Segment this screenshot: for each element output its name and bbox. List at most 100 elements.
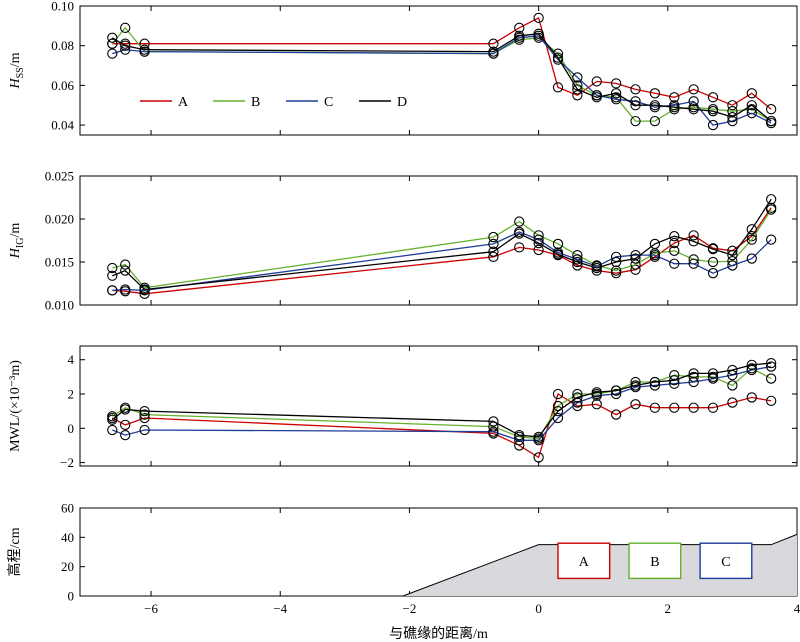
data-point-A — [707, 402, 719, 413]
legend-label-B: B — [251, 95, 260, 110]
data-point-B — [120, 259, 131, 270]
y-axis-label: 高程/cm — [6, 527, 23, 576]
x-tick-label: −4 — [273, 601, 287, 616]
data-point-B — [488, 231, 499, 243]
data-point-A — [669, 92, 680, 103]
y-tick-label: 0 — [68, 589, 75, 604]
y-tick-label: 0.06 — [51, 78, 74, 93]
data-point-D — [630, 253, 641, 264]
data-point-A — [514, 242, 525, 253]
plot-frame — [79, 345, 798, 467]
gauge-box-B — [628, 542, 682, 580]
data-point-A — [688, 402, 699, 413]
data-point-C — [766, 234, 777, 245]
data-point-C — [766, 361, 777, 372]
data-point-A — [630, 84, 641, 95]
series-line-D — [111, 362, 772, 438]
data-point-C — [591, 390, 602, 401]
data-point-C — [488, 426, 499, 437]
data-point-A — [139, 412, 150, 424]
data-point-D — [120, 265, 131, 276]
panel-hig: 0.010 0.015 0.020 0.025 HIG/m — [8, 169, 798, 313]
data-point-B — [669, 245, 680, 256]
data-point-C — [707, 268, 719, 279]
series-line-C — [112, 365, 772, 441]
data-point-D — [707, 368, 719, 379]
data-point-D — [649, 238, 661, 250]
x-axis-label: 与礁缘的距离/m — [389, 625, 488, 642]
data-point-B — [766, 373, 777, 384]
data-point-D — [669, 231, 680, 242]
y-tick-label: 0.08 — [51, 38, 74, 53]
data-point-A — [572, 260, 583, 271]
data-point-B — [727, 106, 738, 117]
data-point-D — [107, 270, 118, 281]
series-line-C — [112, 231, 772, 292]
series-line-D — [112, 198, 772, 291]
y-tick-label: 4 — [68, 352, 75, 367]
x-tick-label: 2 — [665, 601, 672, 616]
data-point-D — [610, 88, 622, 99]
data-point-D — [120, 404, 131, 415]
data-point-D — [766, 115, 777, 127]
data-point-D — [591, 92, 602, 103]
gauge-label-A: A — [579, 555, 590, 570]
data-point-C — [688, 96, 699, 107]
data-point-A — [610, 78, 622, 89]
data-point-D — [766, 357, 777, 369]
x-tick-label: 0 — [535, 601, 542, 616]
data-point-A — [766, 104, 777, 115]
data-point-C — [746, 108, 757, 119]
data-point-D — [533, 431, 544, 443]
data-point-D — [727, 111, 738, 123]
data-point-D — [746, 224, 757, 235]
data-point-B — [610, 265, 622, 276]
data-point-D — [552, 249, 564, 260]
series-line-B — [112, 209, 772, 289]
data-point-B — [649, 115, 661, 127]
data-point-B — [707, 256, 719, 268]
x-tick-label: 4 — [794, 601, 800, 616]
y-tick-label: 0.04 — [51, 118, 74, 133]
data-point-D — [488, 246, 499, 257]
data-point-D — [669, 375, 680, 386]
data-point-B — [630, 115, 641, 127]
series-line-C — [112, 35, 772, 126]
data-point-A — [552, 388, 564, 400]
data-point-A — [766, 395, 777, 407]
data-point-D — [746, 359, 757, 371]
data-point-A — [669, 402, 680, 413]
data-point-C — [107, 424, 118, 436]
x-tick-label: −6 — [144, 601, 158, 616]
legend-label-D: D — [397, 95, 407, 110]
plot-frame — [79, 175, 798, 306]
data-point-D — [649, 100, 661, 111]
data-point-D — [649, 376, 661, 388]
gauge-box-C — [699, 542, 753, 580]
y-axis-label: MWL/(×10⁻³m) — [8, 360, 23, 452]
data-point-C — [688, 376, 699, 388]
data-point-C — [727, 260, 738, 271]
y-tick-label: 0.010 — [45, 298, 74, 313]
data-point-B — [107, 38, 118, 49]
data-point-D — [669, 102, 680, 113]
data-point-D — [630, 380, 641, 391]
data-point-C — [533, 435, 544, 446]
series-line-A — [112, 16, 772, 110]
data-point-D — [107, 414, 118, 425]
data-point-D — [591, 262, 602, 274]
data-point-B — [572, 388, 583, 400]
data-point-A — [746, 392, 757, 403]
legend-label-A: A — [178, 95, 189, 110]
data-point-B — [552, 238, 564, 250]
x-tick-label: −2 — [403, 601, 417, 616]
data-point-D — [707, 106, 719, 117]
data-point-A — [649, 88, 661, 99]
data-point-A — [591, 76, 602, 87]
data-point-D — [688, 368, 699, 379]
data-point-D — [707, 243, 719, 255]
data-point-D — [610, 256, 622, 268]
data-point-D — [688, 236, 699, 247]
gauge-label-B: B — [650, 555, 659, 570]
